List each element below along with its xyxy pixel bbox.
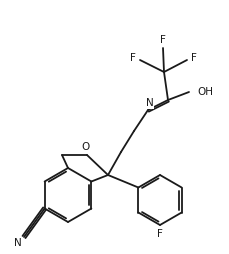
Text: N: N bbox=[146, 98, 154, 108]
Text: N: N bbox=[14, 238, 22, 248]
Text: OH: OH bbox=[197, 87, 213, 97]
Text: F: F bbox=[157, 229, 163, 239]
Text: F: F bbox=[130, 53, 136, 63]
Text: F: F bbox=[191, 53, 197, 63]
Text: F: F bbox=[160, 35, 166, 45]
Text: O: O bbox=[82, 142, 90, 152]
